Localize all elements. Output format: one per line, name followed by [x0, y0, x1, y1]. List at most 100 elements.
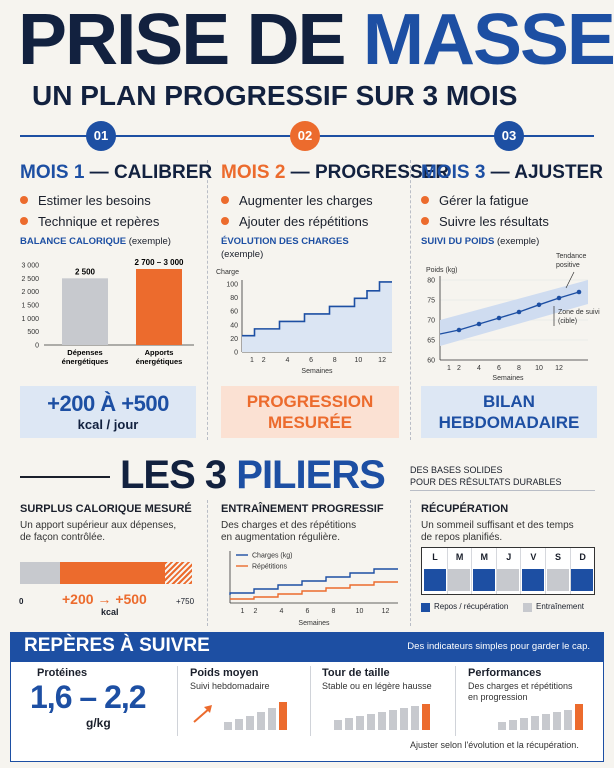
pillar-2-text-line-1: Des charges et des répétitions — [221, 520, 357, 531]
mini-bar — [553, 712, 561, 730]
calorie-balance-chart: 3 000 2 500 2 000 1 500 1 000 500 0 2 500 Dépen… — [21, 258, 194, 366]
step-2-month: MOIS 2 — [221, 162, 286, 183]
bullet-dot — [421, 217, 429, 225]
pillar-2-title: ENTRAÎNEMENT PROGRESSIF — [221, 503, 384, 515]
bullet-text: Estimer les besoins — [38, 192, 151, 208]
charges-step-line — [242, 281, 392, 337]
title-part-1: PRISE DE — [18, 0, 363, 80]
weight-line — [439, 291, 580, 335]
bullet-text: Ajouter des répétitions — [239, 213, 369, 229]
surplus-range-unit: kcal — [101, 607, 119, 617]
step-3-result-box: BILAN HEBDOMADAIRE — [421, 386, 597, 438]
step-2-heading: MOIS 2 — PROGRESSER — [221, 162, 449, 184]
y-tick-label: 3 000 — [21, 263, 39, 270]
rest-day-cell — [472, 569, 495, 591]
marker-waist-text: Stable ou en légère hausse — [322, 681, 432, 691]
step-2-bullets: Augmenter les charges Ajouter des répéti… — [221, 191, 373, 230]
bullet-dot — [221, 217, 229, 225]
y-tick-label: 60 — [427, 358, 435, 365]
charges-chart-subtitle: (exemple) — [221, 249, 264, 260]
step-3-heading: MOIS 3 — AJUSTER — [421, 162, 603, 184]
markers-panel — [10, 662, 604, 762]
step-1-result-box: +200 À +500 kcal / jour — [20, 386, 196, 438]
y-axis-label: Poids (kg) — [426, 267, 458, 274]
weight-point — [516, 309, 522, 315]
x-tick-label: 1 — [250, 357, 254, 364]
pillar-divider-1 — [207, 500, 208, 626]
markers-footer: Ajuster selon l'évolution et la récupéra… — [410, 740, 579, 750]
step-1-bullets: Estimer les besoins Technique et repères — [20, 191, 159, 230]
x-tick-label: 8 — [333, 357, 337, 364]
bilan-label-2: HEBDOMADAIRE — [438, 413, 580, 432]
legend-rest-swatch — [421, 603, 430, 612]
y-tick-label: 70 — [427, 318, 435, 325]
calorie-surplus-value: +200 À +500 — [47, 391, 169, 416]
calorie-surplus-unit: kcal / jour — [77, 417, 139, 432]
grid-separator — [446, 548, 448, 594]
step-1-verb: — CALIBRER — [84, 162, 213, 183]
x-tick-label: 10 — [356, 608, 364, 615]
legend-train-swatch — [523, 603, 532, 612]
x-tick-label: 2 — [457, 365, 461, 372]
bullet-item: Suivre les résultats — [421, 212, 549, 230]
weight-point — [576, 289, 582, 295]
y-axis-label: Charge — [216, 269, 239, 276]
step-3-verb: — AJUSTER — [485, 162, 603, 183]
x-axis-label: Semaines — [298, 620, 330, 627]
legend-train-label: Entraînement — [536, 602, 585, 611]
day-label: M — [455, 552, 464, 562]
repetitions-line — [230, 581, 398, 600]
mini-bar — [564, 710, 572, 730]
training-day-cell — [448, 569, 471, 591]
bullet-item: Gérer la fatigue — [421, 191, 549, 209]
trend-annotation: positive — [556, 262, 580, 269]
legend-repetitions: Répétitions — [252, 564, 288, 571]
y-tick-label: 100 — [226, 282, 238, 289]
training-day-cell — [546, 569, 569, 591]
y-tick-label: 75 — [427, 298, 435, 305]
mini-bar — [268, 708, 276, 730]
y-tick-label: 40 — [230, 322, 238, 329]
main-title: PRISE DE MASSE — [18, 0, 614, 80]
mini-bar — [422, 704, 430, 730]
day-label: L — [432, 552, 438, 562]
weight-point — [496, 315, 502, 321]
marker-proteins-value: 1,6 – 2,2 — [30, 679, 147, 715]
x-tick-label: 8 — [517, 365, 521, 372]
weight-point — [456, 327, 462, 333]
grid-separator — [520, 548, 522, 594]
bilan-label-1: BILAN — [483, 392, 535, 411]
weight-point — [536, 302, 542, 308]
y-tick-label: 80 — [230, 295, 238, 302]
x-tick-label: 6 — [309, 357, 313, 364]
weight-point — [556, 295, 562, 301]
calorie-bar — [136, 269, 182, 345]
pillar-3-title: RÉCUPÉRATION — [421, 503, 509, 515]
marker-performance-title: Performances — [468, 667, 542, 679]
x-tick-label: 1 — [241, 608, 245, 615]
y-tick-label: 500 — [27, 329, 39, 336]
x-tick-label: 12 — [555, 365, 563, 372]
pillars-line-right — [410, 490, 595, 491]
y-tick-label: 0 — [35, 343, 39, 350]
surplus-scale-max: +750 — [176, 597, 195, 606]
mini-bar — [334, 720, 342, 730]
step-1-month: MOIS 1 — [20, 162, 85, 183]
mini-bar — [279, 702, 287, 730]
subtitle: UN PLAN PROGRESSIF SUR 3 MOIS — [32, 80, 518, 111]
bar-value-label: 2 500 — [75, 267, 96, 276]
mini-bar — [389, 710, 397, 730]
bar-category-label: Dépenses — [67, 348, 102, 357]
pillars-heading-a: LES 3 — [120, 453, 237, 497]
weight-chart-title: SUIVI DU POIDS (exemple) — [421, 236, 540, 247]
mini-bar — [367, 714, 375, 730]
calorie-bar — [62, 278, 108, 345]
trend-annotation: Tendance — [556, 253, 586, 260]
column-divider-2 — [410, 160, 411, 440]
rest-day-cell — [571, 569, 594, 591]
mini-bar — [356, 716, 364, 730]
day-label: V — [530, 552, 537, 562]
step-badge-3: 03 — [494, 121, 524, 151]
marker-divider-2 — [310, 666, 311, 736]
